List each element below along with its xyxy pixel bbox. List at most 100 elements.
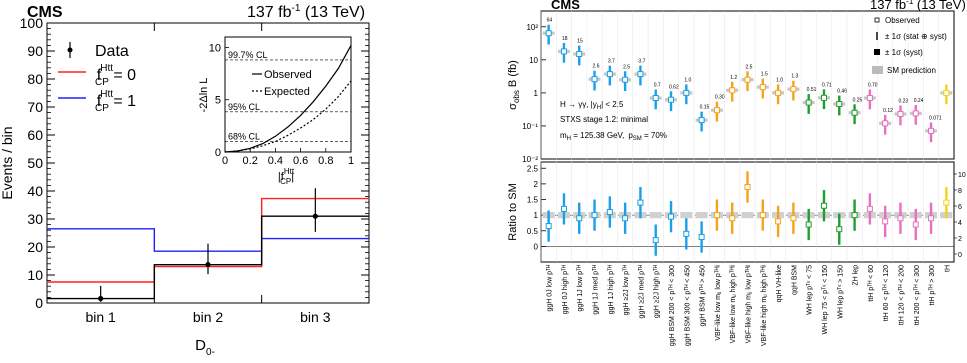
obs-marker xyxy=(560,48,567,55)
legend-syst-label: ± 1σ (syst) xyxy=(885,48,923,57)
category-label: ggH BSM 200 < pᵀᴴ < 300 xyxy=(669,265,676,346)
ratio-marker xyxy=(912,221,919,228)
legend-observed-marker xyxy=(874,17,880,23)
bottom-y-tick-label: 2.5 xyxy=(527,164,539,173)
right-aux-tick-label: 8 xyxy=(958,188,962,195)
obs-value-label: 15 xyxy=(577,39,583,45)
category-label: VBF-like low mⱼⱼ high pᵀᴴʲʲ xyxy=(730,265,737,343)
ratio-marker xyxy=(576,215,583,222)
obs-marker xyxy=(882,120,889,127)
obs-marker xyxy=(897,110,904,117)
right-luminosity-label: 137 fb-1 (13 TeV) xyxy=(870,0,966,12)
left-y-tick-label: 0 xyxy=(35,295,43,311)
obs-value-label: 1.0 xyxy=(684,77,691,83)
bottom-y-tick-label: 2 xyxy=(534,180,539,189)
legend-sm-marker xyxy=(872,66,883,74)
category-label: ggH 1J high pᵀᴴ xyxy=(608,265,615,314)
annotation-stage: STXS stage 1.2: minimal xyxy=(560,115,648,124)
obs-marker xyxy=(576,51,583,58)
ratio-marker xyxy=(622,215,629,222)
obs-value-label: 1.0 xyxy=(776,77,783,83)
obs-value-label: 0.46 xyxy=(837,89,847,95)
category-label: WH lep 75 < pᵀᵛ < 150 xyxy=(822,265,829,335)
inset-x-tick-label: 0.2 xyxy=(243,155,258,167)
right-annotation: H → γγ, |yH| < 2.5 STXS stage 1.2: minim… xyxy=(560,100,667,142)
left-y-tick-label: 40 xyxy=(27,183,43,199)
category-label: ttH 60 < pᵀᴴ < 120 xyxy=(883,265,890,321)
bottom-y-tick-label: 1.5 xyxy=(527,196,539,205)
right-experiment-label: CMS xyxy=(551,0,580,12)
left-chart: CMS 137 fb-1 (13 TeV) 010203040506070809… xyxy=(0,3,370,358)
obs-marker xyxy=(820,94,827,101)
ratio-marker xyxy=(775,218,782,225)
inset-legend-expected: Expected xyxy=(264,86,310,98)
obs-marker xyxy=(851,109,858,116)
left-y-axis-title: Events / bin xyxy=(0,126,15,199)
ratio-sm-band xyxy=(741,212,754,219)
obs-value-label: 1.3 xyxy=(791,74,798,80)
left-bin-label: bin 1 xyxy=(85,309,116,325)
left-y-tick-label: 10 xyxy=(27,267,43,283)
right-legend: Observed ± 1σ (stat ⊕ syst) ± 1σ (syst) … xyxy=(872,16,947,75)
ratio-marker xyxy=(820,202,827,209)
inset-cl-label: 99.7% CL xyxy=(228,50,268,60)
right-aux-tick-label: 0 xyxy=(958,252,962,259)
left-y-tick-label: 90 xyxy=(27,43,43,59)
ratio-marker xyxy=(943,199,950,206)
category-label: ggH 1J low pᵀᴴ xyxy=(577,265,584,312)
left-y-tick-label: 70 xyxy=(27,99,43,115)
right-aux-tick-label: 10 xyxy=(958,172,966,179)
bottom-y-tick-label: 0.5 xyxy=(527,227,539,236)
ratio-marker xyxy=(866,205,873,212)
obs-value-label: 0.71 xyxy=(822,82,832,88)
inset-x-tick-label: 0.6 xyxy=(293,155,308,167)
obs-value-label: 1.5 xyxy=(761,72,768,78)
ratio-marker xyxy=(560,205,567,212)
ratio-marker xyxy=(836,226,843,233)
obs-value-label: 3.7 xyxy=(638,59,645,65)
inset-x-tick-label: 0 xyxy=(222,155,228,167)
left-x-axis: bin 1 bin 2 bin 3 xyxy=(85,23,331,325)
category-label: ggH 0J low pᵀᴴ xyxy=(547,265,554,312)
obs-marker xyxy=(928,127,935,134)
obs-marker xyxy=(698,117,705,124)
obs-value-label: 0.24 xyxy=(914,98,924,104)
ratio-marker xyxy=(851,212,858,219)
obs-value-label: 1.2 xyxy=(730,75,737,81)
category-label: VBF-like high mⱼⱼ low pᵀᴴʲʲ xyxy=(746,265,753,343)
obs-marker xyxy=(729,87,736,94)
right-bottom-y-axis-title: Ratio to SM xyxy=(507,183,519,240)
ratio-marker xyxy=(652,237,659,244)
legend-tot-label: ± 1σ (stat ⊕ syst) xyxy=(885,32,947,41)
ratio-marker xyxy=(759,212,766,219)
category-label: VBF-like high mⱼⱼ high pᵀᴴʲʲ xyxy=(761,265,768,346)
obs-marker xyxy=(759,84,766,91)
ratio-marker xyxy=(928,215,935,222)
obs-value-label: 0.70 xyxy=(868,83,878,89)
obs-marker xyxy=(652,95,659,102)
obs-marker xyxy=(805,99,812,106)
category-label: ggH ≥2J med pᵀᴴ xyxy=(638,265,645,318)
data-point xyxy=(205,262,211,268)
obs-marker xyxy=(683,89,690,96)
inset-expected-curve xyxy=(224,80,352,153)
obs-marker xyxy=(637,71,644,78)
obs-marker xyxy=(591,76,598,83)
ratio-marker xyxy=(744,184,751,190)
obs-marker xyxy=(943,89,950,96)
top-y-tick-label: 10 xyxy=(529,56,538,65)
category-label: WH lep pᵀᵛ < 75 xyxy=(807,265,814,315)
inset-y-tick-label: 0 xyxy=(215,147,221,159)
obs-value-label: 0.071 xyxy=(929,115,942,121)
inset-frame xyxy=(224,36,352,153)
obs-value-label: 2.5 xyxy=(623,64,630,70)
obs-value-label: 64 xyxy=(547,18,553,24)
right-aux-tick-label: 4 xyxy=(958,220,962,227)
obs-marker xyxy=(545,30,552,37)
obs-marker xyxy=(836,101,843,108)
category-label: ggH 0J high pᵀᴴ xyxy=(562,265,569,314)
obs-marker xyxy=(668,96,675,103)
obs-value-label: 0.12 xyxy=(883,108,893,114)
